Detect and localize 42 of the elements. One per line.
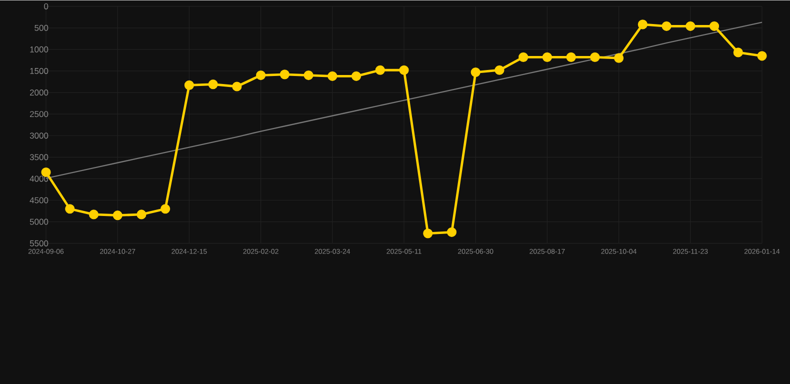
y-tick-label: 4500 — [30, 197, 48, 204]
point — [328, 71, 338, 81]
point — [470, 67, 480, 77]
point — [590, 52, 600, 62]
y-tick-label: 1500 — [30, 68, 48, 74]
point — [446, 227, 457, 237]
point — [494, 65, 504, 75]
point — [375, 65, 385, 75]
point — [614, 53, 624, 63]
point — [638, 19, 648, 30]
point — [88, 210, 99, 220]
point — [232, 82, 242, 92]
point — [757, 50, 767, 61]
point — [686, 21, 696, 31]
y-tick-label: 2000 — [30, 89, 48, 96]
y-tick-label: 5500 — [30, 240, 48, 246]
y-tick-label: 0 — [44, 3, 48, 10]
y-tick-label: 4000 — [30, 176, 48, 182]
point — [423, 228, 433, 238]
y-tick-label: 500 — [34, 24, 48, 31]
point — [112, 210, 122, 220]
y-tick-label: 3000 — [30, 132, 48, 138]
point — [65, 204, 75, 214]
point — [280, 69, 290, 80]
point — [733, 47, 743, 58]
point — [136, 210, 146, 220]
point — [399, 65, 409, 75]
point — [208, 79, 218, 89]
point — [709, 21, 720, 31]
point — [184, 80, 194, 90]
y-tick-label: 1000 — [30, 46, 48, 52]
point — [256, 70, 266, 80]
point — [518, 52, 528, 62]
y-tick-label: 5000 — [30, 218, 48, 225]
y-tick-label: 2500 — [30, 110, 48, 117]
point — [160, 204, 170, 214]
point — [304, 70, 314, 80]
point — [351, 71, 362, 81]
y-tick-label: 3500 — [30, 154, 48, 160]
point — [662, 21, 672, 31]
point — [566, 52, 576, 62]
point — [542, 52, 552, 62]
